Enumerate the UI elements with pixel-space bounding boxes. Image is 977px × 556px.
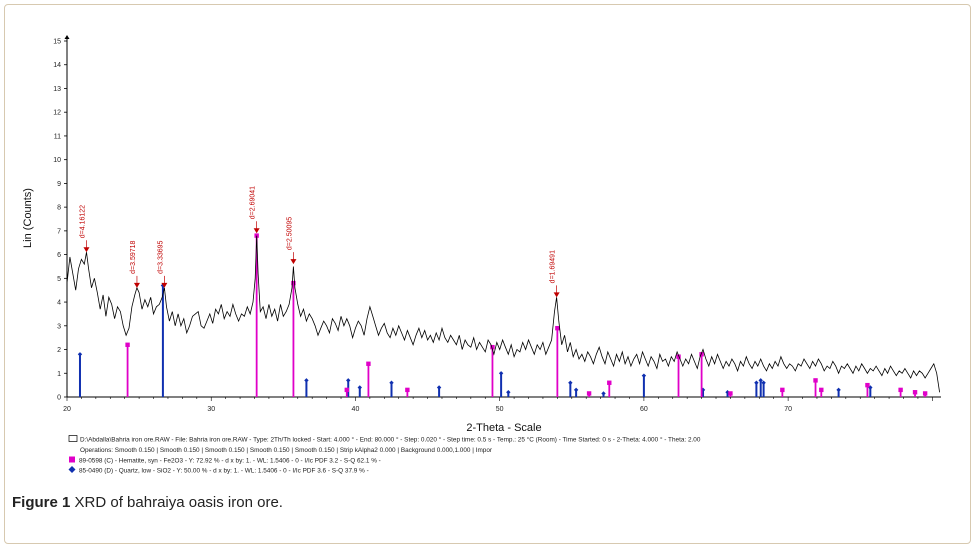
quartz-marker <box>761 380 766 385</box>
hematite-marker <box>865 382 870 388</box>
peak-label: d=4.16122 <box>79 205 86 238</box>
y-axis-title: Lin (Counts) <box>22 188 34 248</box>
quartz-sticks <box>77 283 873 397</box>
quartz-marker <box>506 390 511 395</box>
hematite-marker <box>607 380 612 385</box>
quartz-marker <box>868 385 873 390</box>
quartz-marker <box>836 387 841 393</box>
y-tick-label: 11 <box>54 133 61 140</box>
peak-marker <box>553 292 560 298</box>
hematite-marker <box>699 352 704 357</box>
quartz-marker <box>389 380 394 385</box>
y-tick-label: 10 <box>53 157 61 164</box>
quartz-marker <box>754 380 759 385</box>
quartz-marker <box>357 385 362 390</box>
hematite-marker <box>291 280 296 286</box>
figure-caption: Figure 1 XRD of bahraiya oasis iron ore. <box>12 494 283 511</box>
peak-marker <box>253 228 260 234</box>
peak-marker <box>290 259 297 265</box>
quartz-marker <box>573 387 579 393</box>
hematite-marker <box>405 387 410 393</box>
hematite-marker <box>366 361 371 366</box>
figure-caption-text: XRD of bahraiya oasis iron ore. <box>70 494 283 511</box>
quartz-marker <box>601 391 606 396</box>
peak-marker <box>83 247 90 253</box>
x-tick-label: 30 <box>207 406 215 413</box>
peak-marker <box>133 282 140 288</box>
y-tick-label: 12 <box>53 110 61 117</box>
legend-quartz-marker <box>68 466 76 473</box>
y-tick-label: 4 <box>57 300 61 307</box>
y-tick-label: 15 <box>53 39 61 46</box>
x-tick-label: 60 <box>640 406 648 413</box>
peak-marker <box>161 282 168 288</box>
x-axis-title: 2-Theta - Scale <box>466 422 541 434</box>
hematite-marker <box>676 354 681 359</box>
quartz-marker <box>346 378 351 383</box>
y-tick-label: 5 <box>57 276 61 283</box>
figure-caption-label: Figure 1 <box>12 494 71 511</box>
quartz-marker <box>758 378 763 383</box>
legend-hematite: 89-0598 (C) - Hematite, syn - Fe2O3 - Y:… <box>79 458 381 465</box>
x-tick-label: 40 <box>352 406 360 413</box>
y-tick-label: 3 <box>57 323 61 330</box>
x-axis: 20 30 40 50 60 70 <box>63 396 941 413</box>
hematite-marker <box>586 391 592 396</box>
peak-label: d=3.59718 <box>130 240 137 273</box>
legend: D:\Abdalla\Bahria iron ore.RAW - File: B… <box>68 435 701 475</box>
x-tick-label: 20 <box>63 406 71 413</box>
hematite-marker <box>912 390 918 395</box>
quartz-marker <box>304 378 309 383</box>
hematite-marker <box>922 391 928 396</box>
y-tick-label: 9 <box>57 181 61 188</box>
peak-label: d=2.50095 <box>286 217 293 250</box>
hematite-marker <box>555 325 560 331</box>
peak-labels: d=4.16122 d=3.59718 d=3.33695 d=2.69041 d=2.… <box>79 186 560 298</box>
figure-frame <box>4 4 971 544</box>
x-tick-label: 50 <box>496 406 504 413</box>
legend-raw-file: D:\Abdalla\Bahria iron ore.RAW - File: B… <box>80 436 701 444</box>
legend-hematite-box <box>69 456 75 463</box>
y-axis-arrow <box>64 35 70 39</box>
quartz-marker <box>568 380 573 385</box>
y-tick-label: 6 <box>57 252 61 259</box>
xrd-pattern-line <box>66 235 940 393</box>
quartz-marker <box>641 373 647 378</box>
quartz-marker <box>498 371 504 376</box>
x-tick-label: 70 <box>784 406 792 413</box>
hematite-sticks <box>125 233 928 397</box>
quartz-marker <box>77 352 83 357</box>
hematite-marker <box>490 344 495 350</box>
legend-operations: Operations: Smooth 0.150 | Smooth 0.150 … <box>80 447 493 454</box>
hematite-marker <box>125 342 130 347</box>
hematite-marker <box>780 387 785 393</box>
peak-label: d=2.69041 <box>250 186 257 219</box>
legend-raw-box <box>68 435 78 442</box>
quartz-marker <box>436 385 442 390</box>
y-tick-label: 0 <box>57 395 61 402</box>
y-tick-label: 8 <box>57 205 61 212</box>
y-tick-label: 2 <box>57 347 61 354</box>
hematite-marker <box>344 387 349 393</box>
hematite-marker <box>819 387 824 393</box>
quartz-marker <box>700 387 706 393</box>
y-tick-label: 13 <box>53 86 61 93</box>
hematite-marker <box>898 387 903 393</box>
peak-label: d=3.33695 <box>157 240 164 273</box>
y-tick-label: 7 <box>57 228 61 235</box>
hematite-marker <box>813 378 818 383</box>
y-tick-label: 1 <box>57 371 61 378</box>
y-tick-label: 14 <box>53 62 61 69</box>
peak-label: d=1.69491 <box>550 250 557 283</box>
legend-quartz: 85-0490 (D) - Quartz, low - SiO2 - Y: 50… <box>79 468 369 475</box>
hematite-marker <box>728 391 733 396</box>
